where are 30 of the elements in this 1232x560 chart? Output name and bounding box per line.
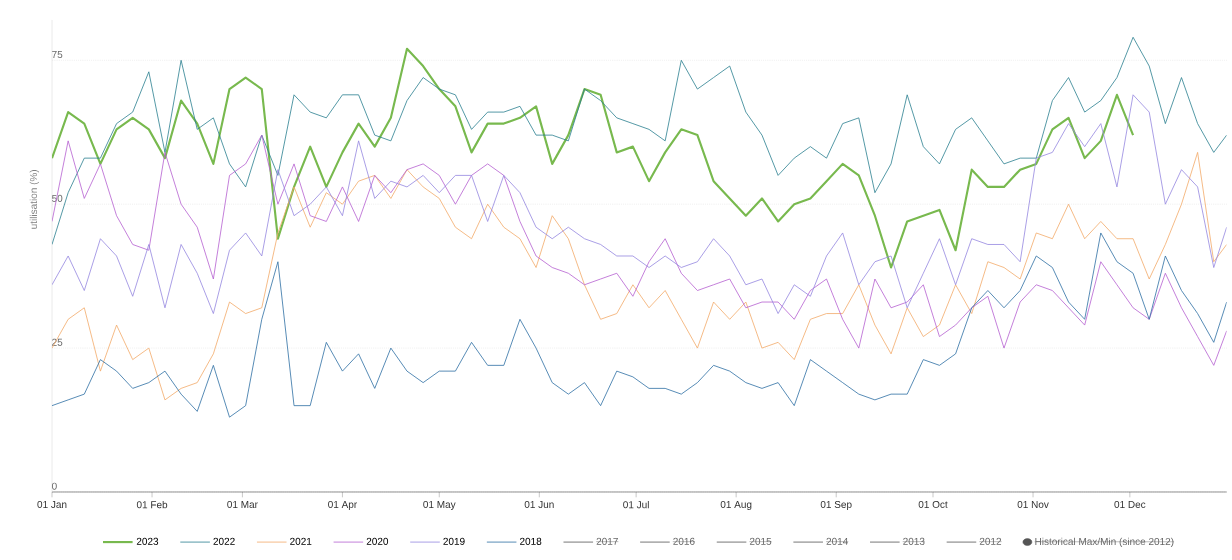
x-tick-label: 01 Jul [623, 500, 649, 509]
y-tick-label: 75 [52, 51, 63, 59]
y-tick-label: 50 [52, 194, 63, 202]
legend-label: 2016 [673, 537, 695, 545]
legend-label: 2014 [826, 537, 848, 545]
x-tick-label: 01 Mar [227, 500, 258, 509]
legend-label: 2017 [596, 537, 618, 545]
x-tick-label: 01 Apr [328, 500, 357, 510]
legend-label: 2012 [979, 537, 1002, 545]
legend-label: 2022 [213, 537, 235, 545]
legend-label: 2021 [290, 537, 312, 545]
y-tick-label: 0 [52, 482, 57, 490]
x-tick-label: 01 Feb [136, 500, 168, 509]
x-tick-label: 01 Jun [524, 500, 554, 509]
legend-label: 2020 [366, 537, 389, 545]
y-tick-label: 25 [52, 338, 63, 346]
legend-label: Historical Max/Min (since 2012) [1035, 537, 1174, 548]
legend-label: 2013 [903, 537, 925, 545]
legend-label: 2023 [136, 537, 159, 545]
x-tick-label: 01 Dec [1114, 500, 1146, 509]
x-tick-label: 01 May [423, 500, 456, 510]
x-tick-label: 01 Oct [918, 500, 948, 509]
y-axis-title: utilisation (%) [29, 169, 40, 229]
legend-label: 2018 [520, 537, 542, 545]
x-tick-label: 01 Jan [37, 500, 67, 509]
x-tick-label: 01 Nov [1017, 500, 1049, 509]
legend-label: 2015 [749, 537, 772, 545]
legend-label: 2019 [443, 537, 465, 545]
x-tick-label: 01 Sep [820, 500, 852, 510]
x-tick-label: 01 Aug [720, 500, 752, 510]
